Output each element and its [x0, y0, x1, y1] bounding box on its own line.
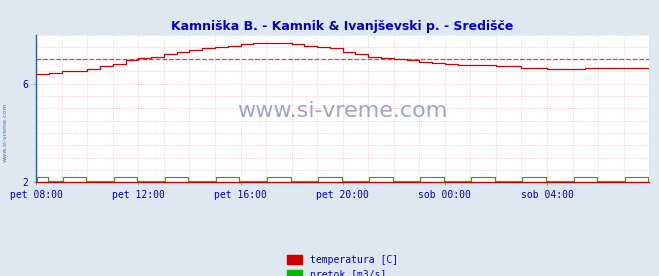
Text: www.si-vreme.com: www.si-vreme.com [3, 103, 8, 162]
Legend: temperatura [C], pretok [m3/s]: temperatura [C], pretok [m3/s] [283, 251, 402, 276]
Title: Kamniška B. - Kamnik & Ivanjševski p. - Središče: Kamniška B. - Kamnik & Ivanjševski p. - … [171, 20, 514, 33]
Text: www.si-vreme.com: www.si-vreme.com [237, 101, 448, 121]
